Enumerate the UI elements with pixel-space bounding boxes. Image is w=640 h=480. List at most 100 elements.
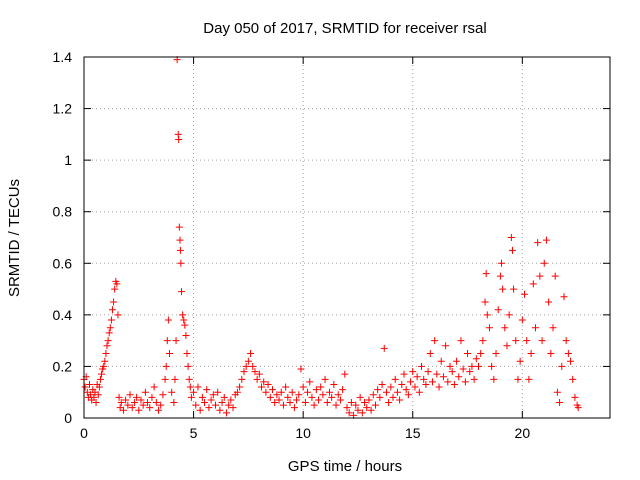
data-point — [194, 383, 202, 391]
data-point — [104, 337, 112, 345]
data-point — [418, 362, 426, 370]
data-point — [492, 350, 500, 358]
data-point — [133, 393, 141, 401]
data-point — [130, 399, 138, 407]
data-point — [411, 383, 419, 391]
x-tick-label: 15 — [405, 425, 421, 441]
data-point — [90, 393, 98, 401]
data-point — [186, 383, 194, 391]
data-point — [150, 383, 158, 391]
data-point — [325, 388, 333, 396]
data-point — [310, 401, 318, 409]
data-point — [258, 383, 266, 391]
data-point — [490, 375, 498, 383]
data-point — [253, 375, 261, 383]
data-point — [268, 386, 276, 394]
data-point — [507, 234, 515, 241]
data-point — [389, 393, 397, 401]
data-point — [508, 246, 516, 254]
data-point — [227, 396, 235, 404]
data-point — [110, 298, 118, 306]
data-point — [553, 388, 561, 396]
data-point — [540, 259, 548, 267]
y-tick-label: 0 — [64, 410, 72, 426]
data-point — [347, 399, 355, 407]
data-point — [164, 316, 172, 324]
data-point — [106, 324, 114, 332]
data-point — [177, 259, 185, 267]
data-point — [98, 370, 106, 378]
data-point — [304, 388, 312, 396]
data-point — [101, 357, 109, 365]
data-point — [135, 406, 143, 414]
data-point — [92, 399, 100, 407]
data-point — [536, 272, 544, 280]
data-point — [172, 337, 180, 345]
data-point — [494, 306, 502, 314]
data-point — [152, 399, 160, 407]
data-point — [85, 380, 93, 388]
data-point — [312, 386, 320, 394]
y-tick-label: 0.4 — [53, 307, 73, 323]
data-point — [424, 368, 432, 376]
data-point — [531, 324, 539, 332]
data-point — [518, 316, 526, 324]
data-point — [94, 391, 102, 399]
data-point — [332, 401, 340, 409]
data-point — [157, 401, 165, 409]
data-point — [400, 370, 408, 378]
data-point — [512, 337, 520, 345]
data-point — [175, 136, 183, 144]
data-point — [439, 373, 447, 381]
data-point — [192, 401, 200, 409]
data-point — [103, 342, 111, 350]
data-point — [571, 393, 579, 401]
data-point — [175, 223, 183, 231]
data-point — [409, 368, 417, 376]
data-point — [422, 380, 430, 388]
data-point — [229, 404, 237, 412]
data-point — [180, 316, 188, 324]
data-point — [461, 378, 469, 386]
y-tick-label: 0.6 — [53, 255, 73, 271]
data-point — [330, 380, 338, 388]
data-point — [387, 383, 395, 391]
data-point — [187, 393, 195, 401]
data-point — [196, 406, 204, 414]
data-point — [209, 391, 217, 399]
data-point — [293, 396, 301, 404]
data-point — [444, 378, 452, 386]
data-point — [503, 342, 511, 350]
data-point — [428, 378, 436, 386]
data-point — [171, 375, 179, 383]
data-point — [114, 311, 122, 319]
data-point — [378, 380, 386, 388]
data-point — [141, 388, 149, 396]
data-point — [523, 337, 531, 345]
data-point — [380, 344, 388, 352]
data-point — [339, 386, 347, 394]
data-point — [306, 378, 314, 386]
data-point — [488, 362, 496, 370]
data-point — [371, 401, 379, 409]
data-point — [560, 293, 568, 301]
data-point — [341, 370, 349, 378]
data-point — [183, 350, 191, 358]
data-point — [354, 406, 362, 414]
y-ticks: 0 0.2 0.4 0.6 0.8 1 1.2 1.4 — [53, 49, 610, 426]
data-point — [328, 393, 336, 401]
data-point — [203, 386, 211, 394]
data-point — [367, 406, 375, 414]
data-point — [185, 375, 193, 383]
data-point — [459, 365, 467, 373]
data-point — [117, 399, 125, 407]
data-point — [361, 399, 369, 407]
data-point — [574, 404, 582, 412]
data-point — [290, 404, 298, 412]
data-point — [457, 337, 465, 345]
data-point — [198, 393, 206, 401]
data-point — [236, 383, 244, 391]
data-point — [369, 391, 377, 399]
data-point — [501, 324, 509, 332]
